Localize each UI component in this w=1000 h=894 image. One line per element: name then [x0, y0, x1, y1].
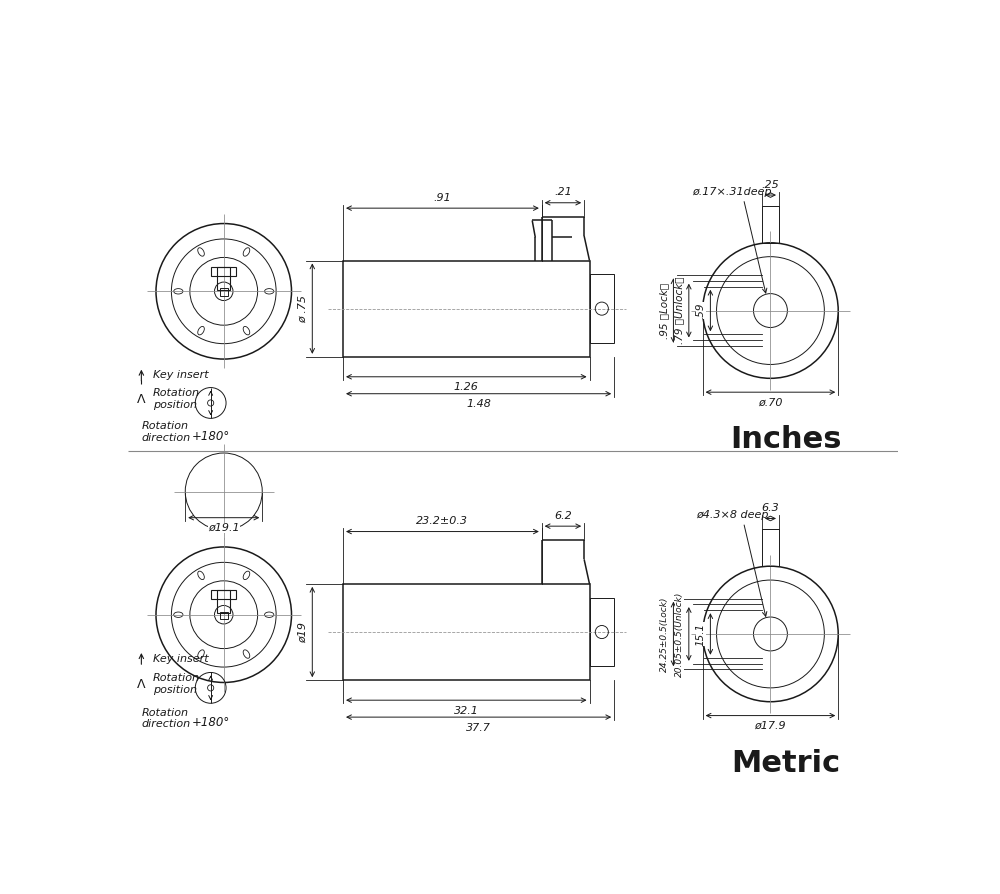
Bar [590, 274, 614, 343]
Text: 1.48: 1.48 [466, 399, 491, 409]
Text: 1.26: 1.26 [454, 382, 479, 392]
Bar [762, 529, 779, 566]
Text: .95 〈Lock〉: .95 〈Lock〉 [659, 283, 669, 339]
Text: Λ: Λ [137, 678, 146, 690]
Text: ø4.3×8 deep: ø4.3×8 deep [696, 510, 768, 520]
Bar [220, 611, 228, 620]
Text: 23.2±0.3: 23.2±0.3 [416, 516, 468, 527]
Text: ø .75: ø .75 [298, 295, 308, 323]
Text: Rotation
position: Rotation position [153, 388, 200, 410]
Bar [590, 598, 614, 666]
Text: ø19: ø19 [298, 621, 308, 643]
Text: 37.7: 37.7 [466, 722, 491, 732]
Text: 32.1: 32.1 [454, 705, 479, 715]
Text: Inches: Inches [730, 426, 842, 454]
Bar [343, 260, 590, 357]
Text: .21: .21 [554, 188, 572, 198]
Bar [220, 288, 228, 296]
Text: Metric: Metric [731, 749, 840, 778]
Text: .91: .91 [434, 193, 451, 203]
Text: Rotation
position: Rotation position [153, 673, 200, 695]
Text: ø.17×.31deep: ø.17×.31deep [692, 187, 772, 197]
Text: Rotation
direction: Rotation direction [141, 421, 190, 443]
Bar [211, 266, 236, 276]
Text: Λ: Λ [137, 392, 146, 406]
Text: 20.05±0.5(Unlock): 20.05±0.5(Unlock) [675, 591, 684, 677]
Bar [217, 590, 230, 613]
Text: +180°: +180° [192, 430, 230, 443]
Text: 24.25±0.5(Lock): 24.25±0.5(Lock) [660, 596, 669, 671]
Text: .59: .59 [696, 302, 706, 319]
Text: ø19.1: ø19.1 [208, 523, 240, 533]
Text: 6.2: 6.2 [554, 510, 572, 521]
Bar [762, 206, 779, 243]
Bar [343, 584, 590, 680]
Text: .25: .25 [762, 180, 779, 190]
Text: 6.3: 6.3 [762, 503, 779, 513]
Text: Rotation
direction: Rotation direction [141, 708, 190, 730]
Text: 15.1: 15.1 [696, 622, 706, 645]
Text: Key insert: Key insert [153, 370, 209, 380]
Text: Key insert: Key insert [153, 654, 209, 663]
Text: .79 〈Unlock〉: .79 〈Unlock〉 [674, 277, 684, 344]
Text: +180°: +180° [192, 716, 230, 729]
Bar [217, 266, 230, 290]
Text: ø.70: ø.70 [758, 398, 783, 408]
Text: ø17.9: ø17.9 [755, 721, 786, 731]
Bar [211, 590, 236, 599]
